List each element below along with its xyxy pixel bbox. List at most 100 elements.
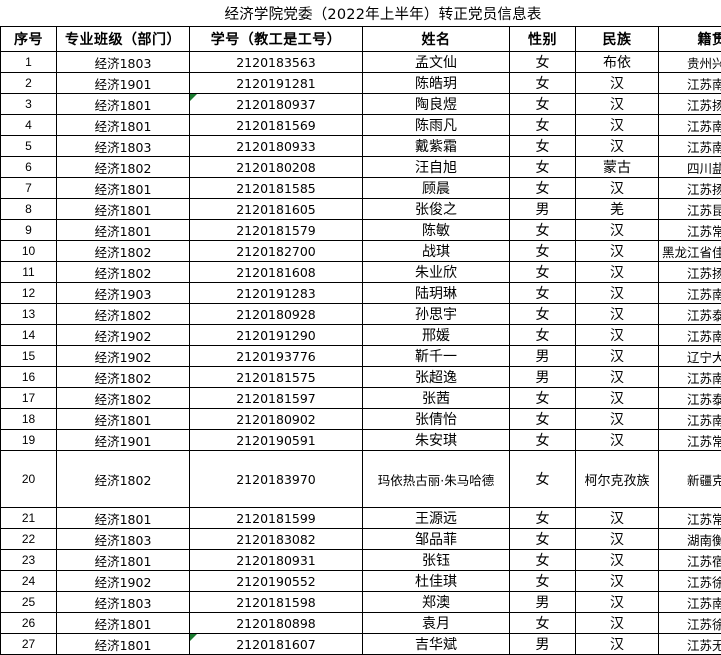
cell-class[interactable]: 经济1802 xyxy=(57,367,190,388)
cell-class[interactable]: 经济1803 xyxy=(57,592,190,613)
table-row[interactable]: 8经济18012120181605张俊之男羌江苏昆山 xyxy=(1,199,721,220)
cell-eth[interactable]: 汉 xyxy=(576,241,659,262)
cell-sex[interactable]: 女 xyxy=(510,157,576,178)
cell-name[interactable]: 戴紫霜 xyxy=(363,136,510,157)
cell-class[interactable]: 经济1903 xyxy=(57,283,190,304)
cell-sex[interactable]: 女 xyxy=(510,94,576,115)
table-row[interactable]: 12经济19032120191283陆玥琳女汉江苏南通 xyxy=(1,283,721,304)
cell-name[interactable]: 吉华斌 xyxy=(363,634,510,655)
table-row[interactable]: 14经济19022120191290邢媛女汉江苏南京 xyxy=(1,325,721,346)
cell-native[interactable]: 江苏南京 xyxy=(659,325,721,346)
cell-eth[interactable]: 汉 xyxy=(576,220,659,241)
table-row[interactable]: 26经济18012120180898袁月女汉江苏徐州 xyxy=(1,613,721,634)
cell-name[interactable]: 孙思宇 xyxy=(363,304,510,325)
cell-seq[interactable]: 12 xyxy=(1,283,57,304)
cell-class[interactable]: 经济1901 xyxy=(57,430,190,451)
cell-native[interactable]: 江苏南京 xyxy=(659,367,721,388)
cell-seq[interactable]: 8 xyxy=(1,199,57,220)
cell-eth[interactable]: 汉 xyxy=(576,592,659,613)
cell-sex[interactable]: 男 xyxy=(510,592,576,613)
cell-eth[interactable]: 汉 xyxy=(576,550,659,571)
cell-class[interactable]: 经济1901 xyxy=(57,73,190,94)
cell-seq[interactable]: 13 xyxy=(1,304,57,325)
table-row[interactable]: 24经济19022120190552杜佳琪女汉江苏徐州 xyxy=(1,571,721,592)
cell-name[interactable]: 张茜 xyxy=(363,388,510,409)
cell-eth[interactable]: 汉 xyxy=(576,634,659,655)
cell-name[interactable]: 张超逸 xyxy=(363,367,510,388)
cell-sex[interactable]: 女 xyxy=(510,262,576,283)
column-header-name[interactable]: 姓名 xyxy=(363,27,510,52)
cell-sex[interactable]: 女 xyxy=(510,571,576,592)
cell-native[interactable]: 辽宁大连 xyxy=(659,346,721,367)
cell-eth[interactable]: 汉 xyxy=(576,283,659,304)
cell-seq[interactable]: 17 xyxy=(1,388,57,409)
cell-seq[interactable]: 27 xyxy=(1,634,57,655)
cell-eth[interactable]: 汉 xyxy=(576,136,659,157)
cell-eth[interactable]: 汉 xyxy=(576,571,659,592)
cell-class[interactable]: 经济1801 xyxy=(57,115,190,136)
cell-name[interactable]: 陆玥琳 xyxy=(363,283,510,304)
cell-sex[interactable]: 女 xyxy=(510,409,576,430)
cell-sid[interactable]: 2120181607 xyxy=(190,634,363,655)
cell-eth[interactable]: 汉 xyxy=(576,262,659,283)
cell-sex[interactable]: 女 xyxy=(510,52,576,73)
cell-sex[interactable]: 女 xyxy=(510,73,576,94)
column-header-sid[interactable]: 学号（教工是工号） xyxy=(190,27,363,52)
table-row[interactable]: 23经济18012120180931张钰女汉江苏宿迁 xyxy=(1,550,721,571)
cell-native[interactable]: 四川盐源 xyxy=(659,157,721,178)
cell-native[interactable]: 江苏常州 xyxy=(659,430,721,451)
cell-name[interactable]: 王源远 xyxy=(363,508,510,529)
cell-native[interactable]: 湖南衡阳 xyxy=(659,529,721,550)
cell-eth[interactable]: 汉 xyxy=(576,94,659,115)
cell-sex[interactable]: 女 xyxy=(510,304,576,325)
cell-class[interactable]: 经济1801 xyxy=(57,199,190,220)
table-row[interactable]: 2经济19012120191281陈皓玥女汉江苏南通 xyxy=(1,73,721,94)
cell-seq[interactable]: 3 xyxy=(1,94,57,115)
cell-native[interactable]: 江苏徐州 xyxy=(659,571,721,592)
cell-eth[interactable]: 汉 xyxy=(576,529,659,550)
cell-sid[interactable]: 2120181597 xyxy=(190,388,363,409)
cell-class[interactable]: 经济1801 xyxy=(57,220,190,241)
cell-name[interactable]: 朱安琪 xyxy=(363,430,510,451)
cell-name[interactable]: 玛依热古丽·朱马哈德 xyxy=(363,451,510,508)
table-row[interactable]: 21经济18012120181599王源远女汉江苏常州 xyxy=(1,508,721,529)
table-row[interactable]: 13经济18022120180928孙思宇女汉江苏泰州 xyxy=(1,304,721,325)
cell-name[interactable]: 战琪 xyxy=(363,241,510,262)
cell-native[interactable]: 江苏扬州 xyxy=(659,262,721,283)
table-row[interactable]: 1经济18032120183563孟文仙女布依贵州兴义 xyxy=(1,52,721,73)
cell-eth[interactable]: 汉 xyxy=(576,367,659,388)
cell-eth[interactable]: 蒙古 xyxy=(576,157,659,178)
cell-native[interactable]: 江苏南京 xyxy=(659,409,721,430)
cell-seq[interactable]: 2 xyxy=(1,73,57,94)
column-header-sex[interactable]: 性别 xyxy=(510,27,576,52)
cell-eth[interactable]: 汉 xyxy=(576,73,659,94)
cell-native[interactable]: 江苏常州 xyxy=(659,220,721,241)
cell-eth[interactable]: 汉 xyxy=(576,388,659,409)
cell-class[interactable]: 经济1801 xyxy=(57,508,190,529)
table-row[interactable]: 18经济18012120180902张倩怡女汉江苏南京 xyxy=(1,409,721,430)
cell-seq[interactable]: 15 xyxy=(1,346,57,367)
cell-sid[interactable]: 2120193776 xyxy=(190,346,363,367)
cell-seq[interactable]: 21 xyxy=(1,508,57,529)
cell-class[interactable]: 经济1801 xyxy=(57,613,190,634)
cell-name[interactable]: 杜佳琪 xyxy=(363,571,510,592)
cell-sid[interactable]: 2120181569 xyxy=(190,115,363,136)
cell-class[interactable]: 经济1803 xyxy=(57,136,190,157)
cell-sid[interactable]: 2120181585 xyxy=(190,178,363,199)
cell-class[interactable]: 经济1802 xyxy=(57,388,190,409)
cell-eth[interactable]: 汉 xyxy=(576,613,659,634)
cell-sex[interactable]: 女 xyxy=(510,508,576,529)
table-row[interactable]: 16经济18022120181575张超逸男汉江苏南京 xyxy=(1,367,721,388)
cell-sex[interactable]: 女 xyxy=(510,430,576,451)
cell-class[interactable]: 经济1802 xyxy=(57,157,190,178)
cell-native[interactable]: 江苏扬州 xyxy=(659,94,721,115)
cell-sid[interactable]: 2120191290 xyxy=(190,325,363,346)
cell-name[interactable]: 朱业欣 xyxy=(363,262,510,283)
cell-sid[interactable]: 2120181599 xyxy=(190,508,363,529)
cell-native[interactable]: 黑龙江省佳木斯市 xyxy=(659,241,721,262)
cell-seq[interactable]: 14 xyxy=(1,325,57,346)
cell-sex[interactable]: 女 xyxy=(510,451,576,508)
cell-sid[interactable]: 2120180937 xyxy=(190,94,363,115)
cell-eth[interactable]: 布依 xyxy=(576,52,659,73)
